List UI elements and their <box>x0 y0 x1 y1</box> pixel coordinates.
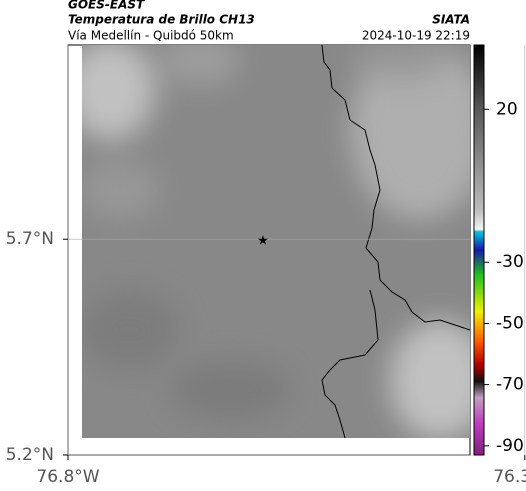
x-tick-label: 76.8°W <box>36 467 99 487</box>
colorbar-tick-label: -30 <box>496 252 524 272</box>
y-tick-label: 5.7°N <box>6 229 54 249</box>
colorbar <box>473 44 485 456</box>
map-subtitle: Vía Medellín - Quibdó 50km <box>68 29 234 43</box>
datetime-label: 2024-10-19 22:19 <box>362 29 470 43</box>
colorbar-tick-label: -90 <box>496 436 524 456</box>
colorbar-tick-label: 20 <box>496 99 518 119</box>
y-tick-label: 5.2°N <box>6 445 54 465</box>
boundary-line <box>321 44 471 439</box>
map-title: Temperatura de Brillo CH13 <box>68 13 255 27</box>
source-label: GOES-EAST <box>68 0 145 12</box>
x-tick-label: 76.3°W <box>493 467 526 487</box>
location-star: ★ <box>257 234 269 249</box>
satellite-image <box>82 45 470 438</box>
agency-label: SIATA <box>432 13 470 27</box>
colorbar-tick-label: -70 <box>496 375 524 395</box>
colorbar-tick-label: -50 <box>496 313 524 333</box>
